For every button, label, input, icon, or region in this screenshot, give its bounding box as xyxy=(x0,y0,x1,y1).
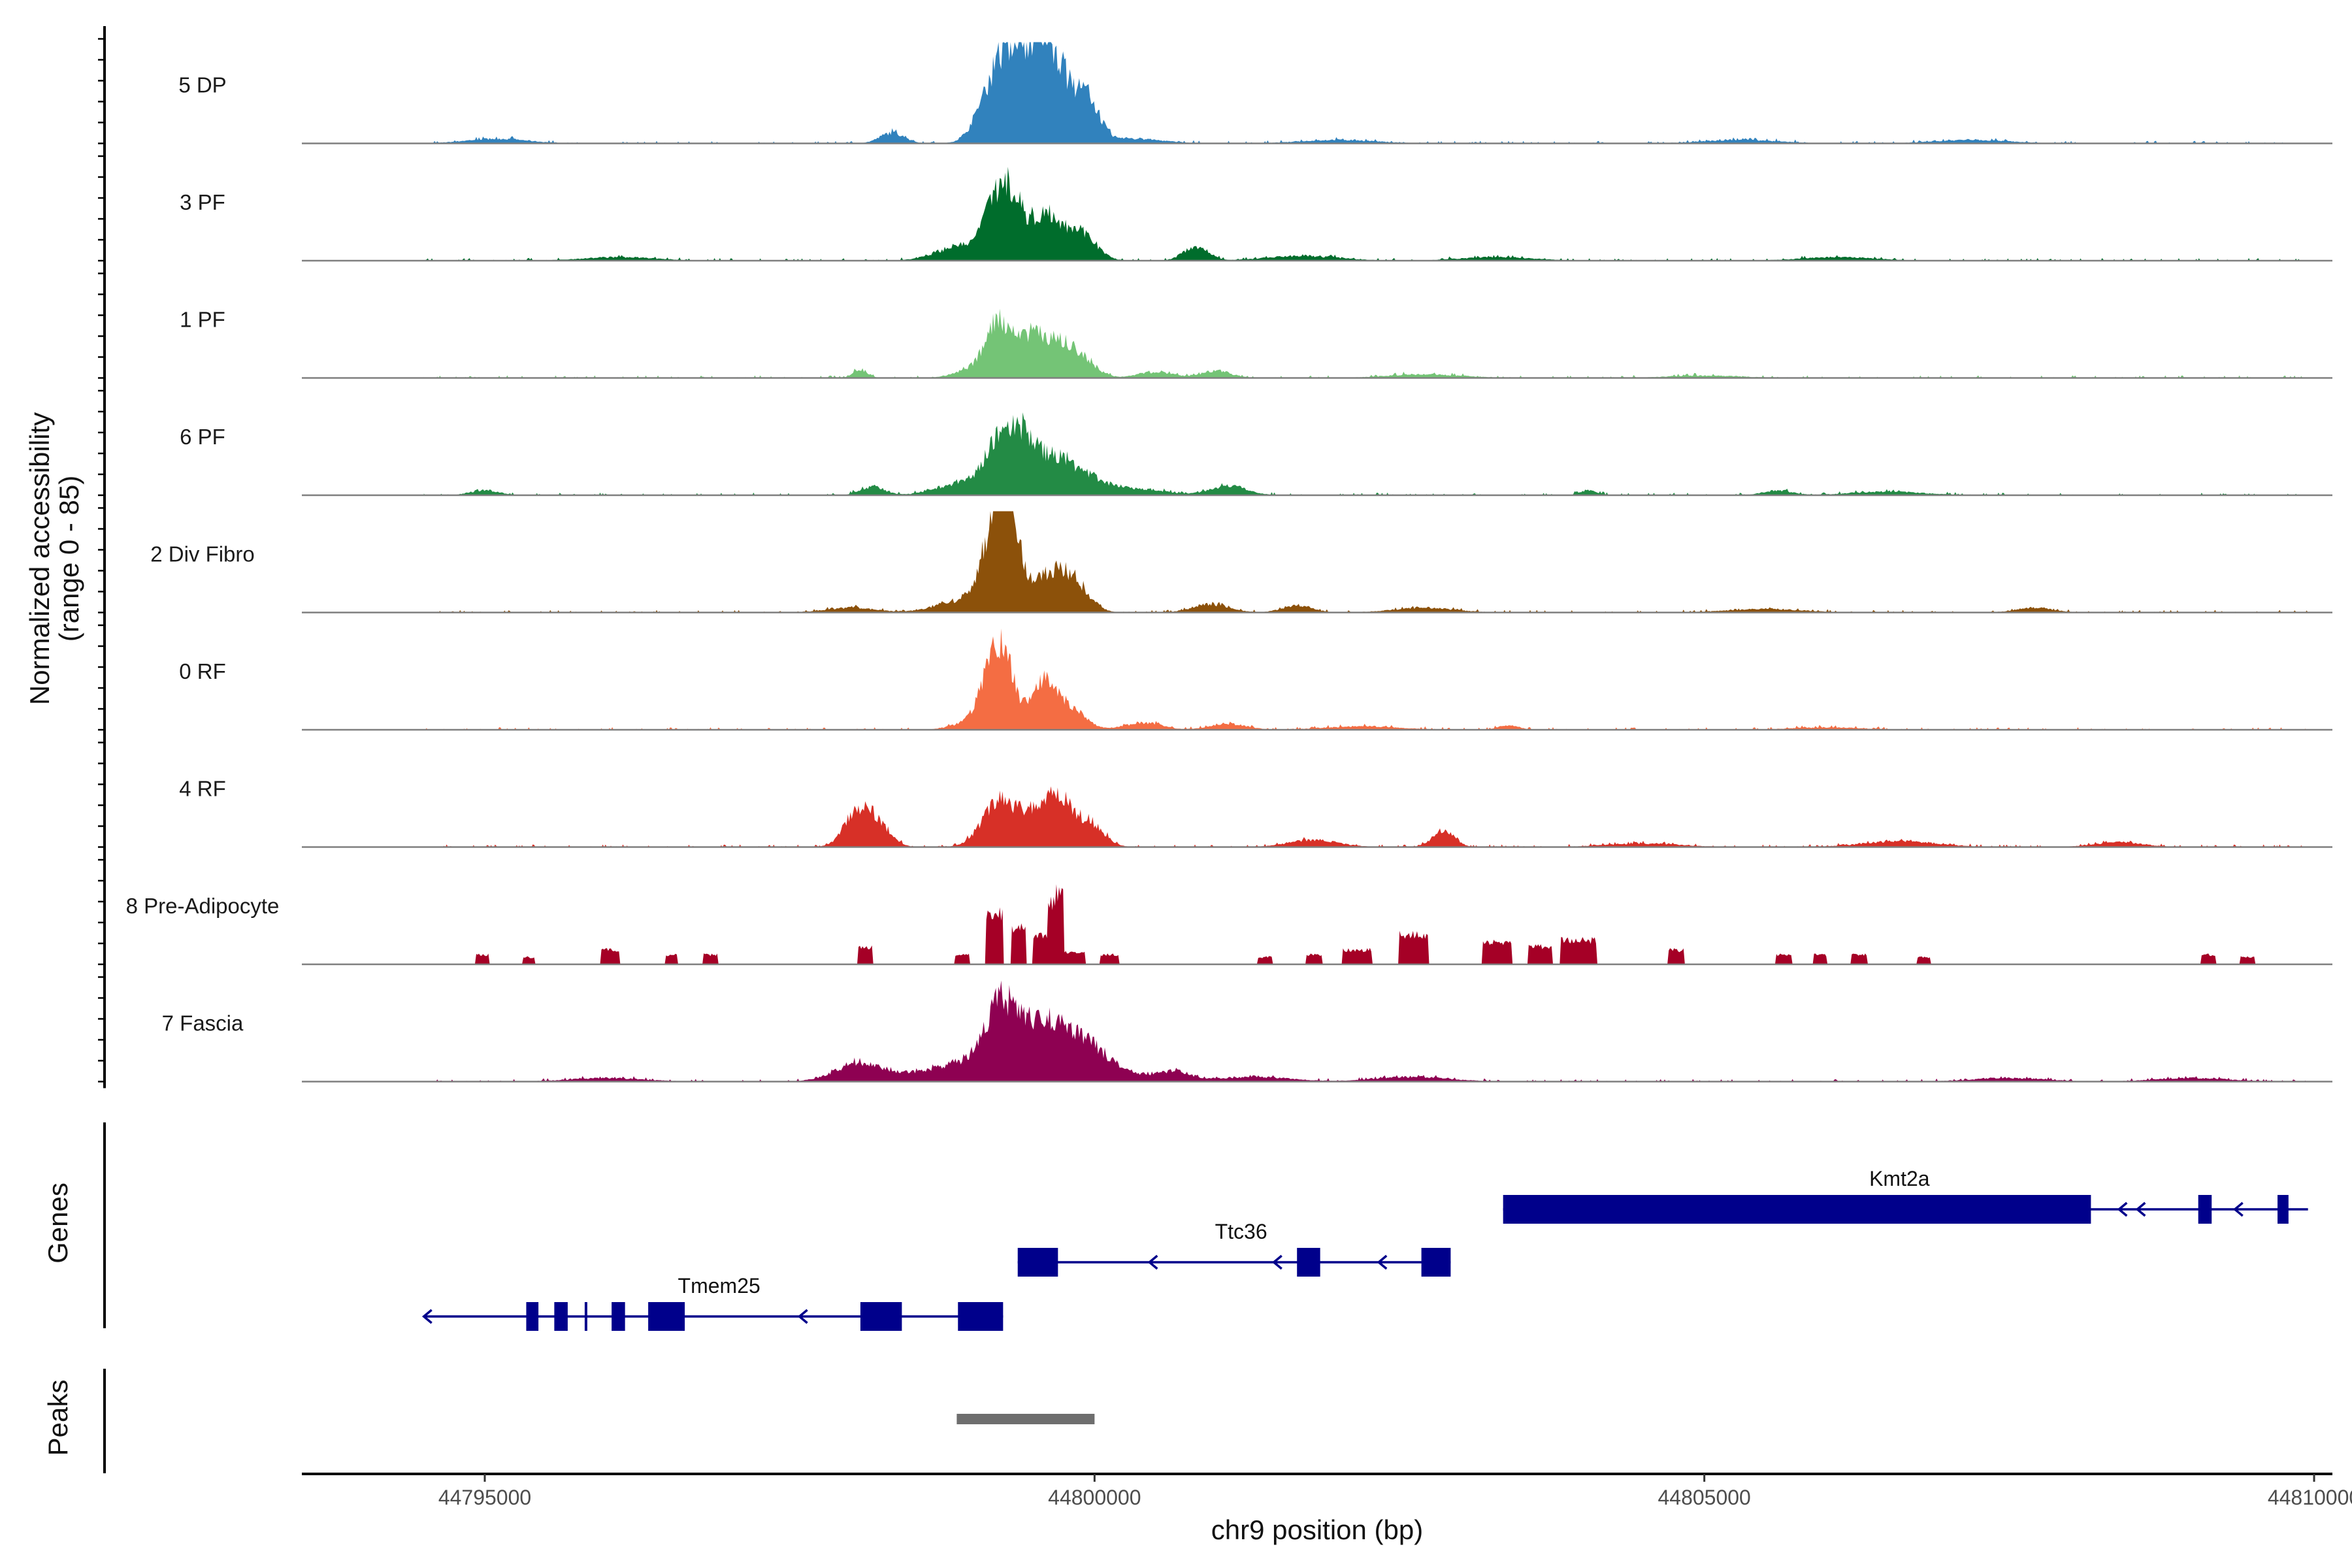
gene-exon xyxy=(1503,1195,2091,1224)
coverage-area xyxy=(424,981,2308,1082)
coverage-area xyxy=(424,629,2308,730)
track-0-rf: 0 RF xyxy=(179,629,2332,730)
coverage-plot: 5 DP 3 PF 1 PF 6 PF 2 Div Fibro 0 RF 4 RF 8 Pre… xyxy=(0,0,2352,1568)
gene-exon xyxy=(554,1302,568,1331)
gene-exon xyxy=(612,1302,625,1331)
gene-kmt2a: Kmt2a xyxy=(1503,1167,2308,1224)
coverage-area xyxy=(424,309,2308,378)
x-axis: 44795000 44800000 44805000 44810000 xyxy=(98,26,2352,1509)
track-3-pf: 3 PF xyxy=(180,167,2332,261)
gene-exon xyxy=(648,1302,685,1331)
gene-ttc36: Ttc36 xyxy=(1018,1220,1451,1277)
gene-label: Kmt2a xyxy=(1869,1167,1930,1190)
track-label: 2 Div Fibro xyxy=(150,542,255,566)
track-5-dp: 5 DP xyxy=(178,42,2332,144)
track-label: 8 Pre-Adipocyte xyxy=(126,894,280,918)
coverage-area xyxy=(424,412,2308,495)
coverage-area xyxy=(424,787,2308,847)
coverage-tracks: 5 DP 3 PF 1 PF 6 PF 2 Div Fibro 0 RF 4 RF 8 Pre… xyxy=(126,42,2332,1082)
coverage-area xyxy=(424,512,2308,613)
gene-exon xyxy=(2198,1195,2212,1224)
genes-panel-title: Genes xyxy=(42,1183,73,1264)
track-label: 0 RF xyxy=(179,659,226,683)
x-tick-label: 44800000 xyxy=(1048,1486,1141,1509)
x-axis-title: chr9 position (bp) xyxy=(1211,1514,1424,1545)
track-2-div-fibro: 2 Div Fibro xyxy=(150,512,2332,613)
gene-label: Tmem25 xyxy=(678,1274,760,1298)
track-label: 1 PF xyxy=(180,308,225,332)
track-7-fascia: 7 Fascia xyxy=(162,981,2332,1082)
gene-tmem25: Tmem25 xyxy=(424,1274,1004,1331)
track-6-pf: 6 PF xyxy=(180,412,2332,495)
track-label: 6 PF xyxy=(180,425,225,449)
gene-exon xyxy=(1297,1248,1320,1277)
peaks-track xyxy=(105,1369,1094,1473)
peak-region xyxy=(956,1414,1094,1424)
gene-annotation-track: Kmt2a Ttc36 Tmem25 xyxy=(105,1122,2308,1331)
gene-exon xyxy=(860,1302,902,1331)
track-label: 5 DP xyxy=(178,73,226,97)
coverage-area xyxy=(424,885,2308,965)
coverage-area xyxy=(424,42,2308,144)
gene-exon xyxy=(1422,1248,1451,1277)
track-label: 4 RF xyxy=(179,777,226,801)
gene-exon xyxy=(2278,1195,2289,1224)
track-8-pre-adipocyte: 8 Pre-Adipocyte xyxy=(126,885,2332,965)
track-label: 3 PF xyxy=(180,190,225,214)
gene-label: Ttc36 xyxy=(1215,1220,1267,1243)
gene-exon xyxy=(1018,1248,1058,1277)
y-axis-range-label: (range 0 - 85) xyxy=(54,476,84,642)
gene-exon xyxy=(958,1302,1003,1331)
gene-exon xyxy=(526,1302,538,1331)
track-1-pf: 1 PF xyxy=(180,308,2332,378)
x-tick-label: 44795000 xyxy=(438,1486,531,1509)
y-axis-title: Normalized accessibility xyxy=(24,412,55,705)
track-4-rf: 4 RF xyxy=(179,777,2332,847)
coverage-area xyxy=(424,167,2308,261)
x-tick-label: 44810000 xyxy=(2268,1486,2352,1509)
track-label: 7 Fascia xyxy=(162,1011,244,1036)
peaks-panel-title: Peaks xyxy=(42,1380,73,1456)
x-tick-label: 44805000 xyxy=(1658,1486,1750,1509)
